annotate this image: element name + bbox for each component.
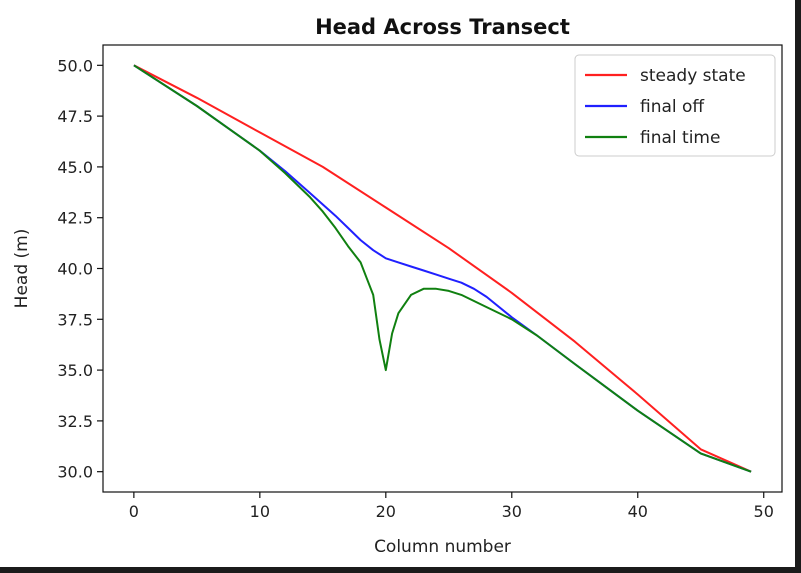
x-axis-ticks: 0 10 20 30 40 50 [129, 492, 774, 521]
x-axis-label: Column number [374, 537, 511, 557]
y-tick-label: 32.5 [57, 412, 93, 431]
x-tick-label: 10 [250, 502, 270, 521]
x-tick-label: 50 [754, 502, 774, 521]
plot-lines [133, 64, 752, 473]
x-tick-label: 0 [129, 502, 139, 521]
y-axis-ticks: 30.0 32.5 35.0 37.5 40.0 42.5 45.0 47.5 50.0 [57, 56, 103, 482]
x-tick-label: 20 [376, 502, 396, 521]
y-axis-label: Head (m) [12, 229, 32, 309]
y-tick-label: 50.0 [57, 56, 93, 75]
legend-label: final off [640, 97, 705, 117]
y-tick-label: 30.0 [57, 463, 93, 482]
series-line-1 [133, 64, 752, 473]
legend-box [574, 54, 776, 157]
chart-title: Head Across Transect [315, 15, 570, 39]
legend-label: steady state [640, 66, 746, 86]
series-line-3 [133, 64, 752, 473]
y-tick-label: 47.5 [57, 107, 93, 126]
legend: steady state final off final time [574, 54, 776, 157]
x-tick-label: 40 [628, 502, 648, 521]
x-tick-label: 30 [502, 502, 522, 521]
y-tick-label: 37.5 [57, 310, 93, 329]
y-tick-label: 45.0 [57, 158, 93, 177]
legend-label: final time [640, 128, 720, 148]
y-tick-label: 35.0 [57, 361, 93, 380]
y-tick-label: 40.0 [57, 260, 93, 279]
y-tick-label: 42.5 [57, 209, 93, 228]
